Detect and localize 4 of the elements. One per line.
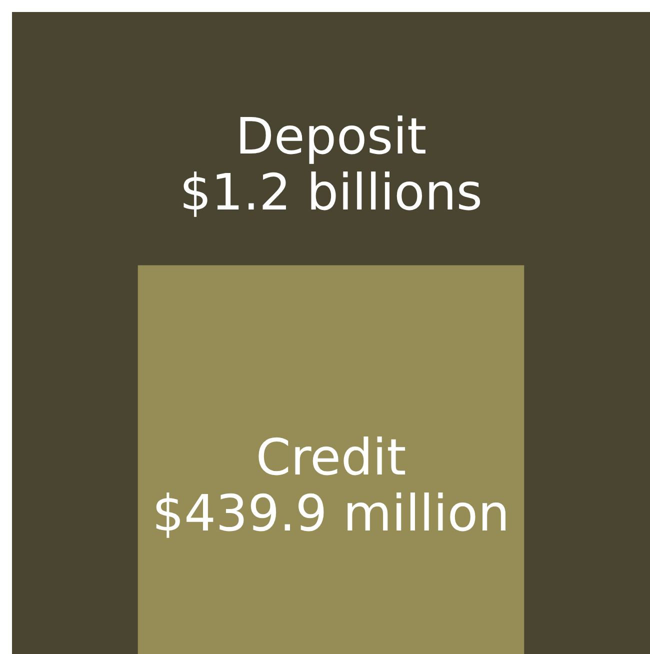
data-label: $439.9 million [152, 484, 510, 543]
data-label: $1.2 billions [180, 164, 482, 222]
category-label: Credit [256, 428, 406, 487]
category-label: Deposit [235, 108, 427, 166]
